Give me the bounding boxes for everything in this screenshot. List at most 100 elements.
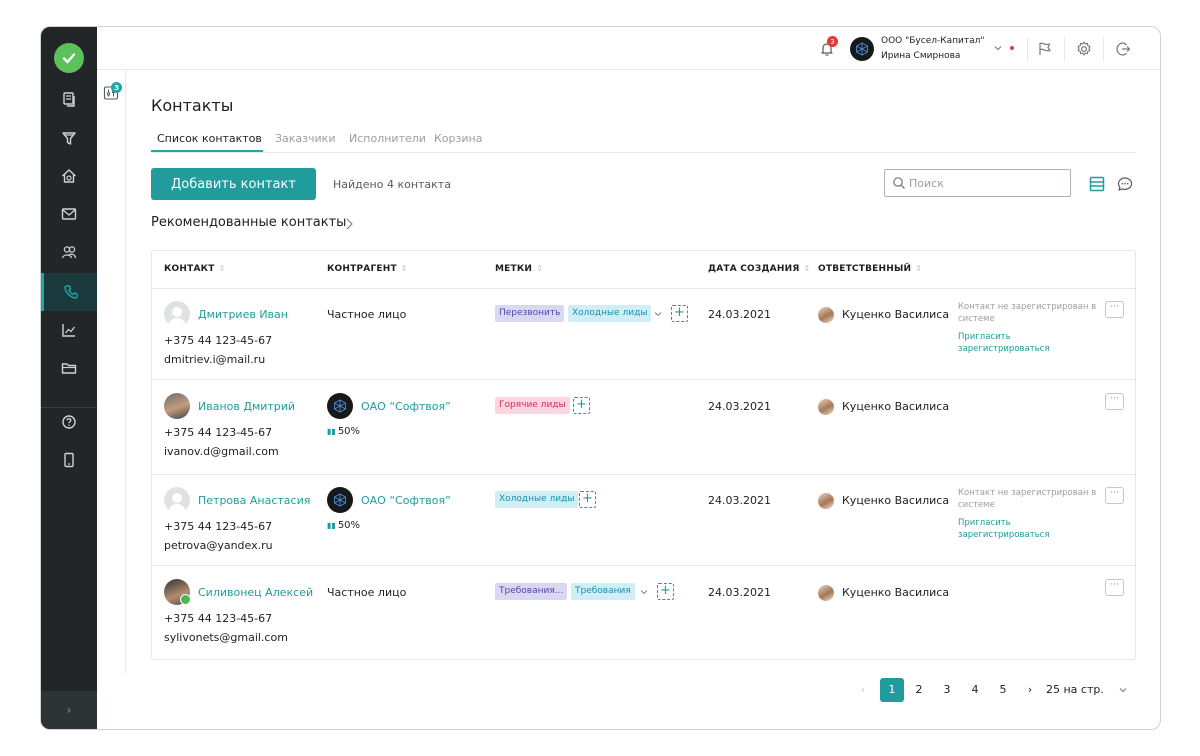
table-row[interactable]: Иванов Дмитрий +375 44 123-45-67 ivanov.… — [152, 380, 1135, 475]
tab-executors[interactable]: Исполнители — [349, 132, 426, 145]
nav-funnel-icon[interactable] — [41, 119, 97, 157]
column-header-counterparty[interactable]: КОНТРАГЕНТ ⇕ — [327, 264, 408, 274]
contact-name[interactable]: Иванов Дмитрий — [198, 400, 296, 413]
gear-icon[interactable] — [1075, 40, 1093, 58]
search-icon — [893, 177, 905, 189]
add-tag-button[interactable]: + — [671, 305, 688, 322]
expand-rail-chevron-icon[interactable]: › — [41, 691, 97, 729]
column-header-created-date[interactable]: ДАТА СОЗДАНИЯ ⇕ — [708, 264, 811, 274]
chevron-down-icon[interactable] — [639, 587, 649, 597]
sort-icon[interactable]: ⇕ — [803, 264, 811, 273]
sort-icon[interactable]: ⇕ — [400, 264, 408, 273]
contact-name[interactable]: Дмитриев Иван — [198, 308, 288, 321]
counterparty-percent: ▮▮ 50% — [327, 426, 361, 437]
nav-documents-icon[interactable] — [41, 81, 97, 119]
recommended-contacts-link[interactable]: Рекомендованные контакты — [151, 215, 347, 230]
counterparty-logo-cube-icon — [327, 393, 353, 419]
prev-page-button[interactable]: ‹ — [851, 678, 875, 702]
counterparty: Частное лицо — [327, 586, 407, 599]
table-row[interactable]: Петрова Анастасия +375 44 123-45-67 petr… — [152, 475, 1135, 566]
contact-name[interactable]: Силивонец Алексей — [198, 586, 314, 599]
responsible-name[interactable]: Куценко Василиса — [842, 586, 950, 599]
contact-phone: +375 44 123-45-67 — [164, 612, 273, 625]
chevron-down-icon[interactable] — [993, 43, 1003, 53]
topbar-divider — [1103, 37, 1104, 61]
counterparty-logo-cube-icon — [327, 487, 353, 513]
tag[interactable]: Требования — [571, 583, 635, 600]
more-actions-button[interactable]: ··· — [1105, 579, 1124, 596]
nav-mail-icon[interactable] — [41, 195, 97, 233]
page-button[interactable]: 4 — [963, 678, 987, 702]
page-button[interactable]: 5 — [991, 678, 1015, 702]
notifications-badge: 3 — [827, 36, 838, 47]
verified-check-icon — [180, 594, 191, 605]
tab-trash[interactable]: Корзина — [434, 132, 483, 145]
more-actions-button[interactable]: ··· — [1105, 301, 1124, 318]
bars-icon: ▮▮ — [327, 427, 336, 436]
org-logo-cube-icon[interactable] — [850, 37, 874, 61]
graduation-flag-icon[interactable] — [1036, 40, 1054, 58]
counterparty-name[interactable]: ОАО “Софтвоя” — [361, 494, 451, 507]
table-row[interactable]: Дмитриев Иван +375 44 123-45-67 dmitriev… — [152, 289, 1135, 380]
nav-phone-icon[interactable] — [41, 273, 97, 311]
column-header-contact[interactable]: КОНТАКТ ⇕ — [164, 264, 226, 274]
counterparty-name[interactable]: ОАО “Софтвоя” — [361, 400, 451, 413]
contact-phone: +375 44 123-45-67 — [164, 426, 273, 439]
page-button[interactable]: 1 — [880, 678, 904, 702]
app-window: › 3 3 ООО "Бусел-Капитал" Ирина Смирнова… — [40, 26, 1161, 730]
nav-home-money-icon[interactable] — [41, 157, 97, 195]
tag[interactable]: Холодные лиды — [568, 305, 652, 322]
column-header-tags[interactable]: МЕТКИ ⇕ — [495, 264, 544, 274]
chevron-right-icon[interactable] — [343, 217, 355, 231]
sort-icon[interactable]: ⇕ — [536, 264, 544, 273]
search-input[interactable] — [909, 174, 1059, 192]
not-registered-note: Контакт не зарегистрирован в системе — [958, 302, 1097, 324]
nav-chart-icon[interactable] — [41, 311, 97, 349]
chevron-down-icon[interactable] — [653, 309, 663, 319]
app-logo-check-icon[interactable] — [54, 43, 84, 73]
tag[interactable]: Горячие лиды — [495, 397, 570, 414]
created-date: 24.03.2021 — [708, 494, 771, 507]
chevron-down-icon[interactable] — [1118, 685, 1128, 695]
org-name[interactable]: ООО "Бусел-Капитал" — [881, 36, 985, 46]
tag[interactable]: Перезвонить — [495, 305, 565, 322]
nav-help-icon[interactable] — [41, 403, 97, 441]
chat-bubble-icon[interactable] — [1116, 175, 1134, 193]
list-view-icon[interactable] — [1088, 175, 1106, 193]
nav-folder-icon[interactable] — [41, 349, 97, 387]
created-date: 24.03.2021 — [708, 586, 771, 599]
user-name[interactable]: Ирина Смирнова — [881, 51, 961, 61]
topbar-divider — [1064, 37, 1065, 61]
add-tag-button[interactable]: + — [579, 491, 596, 508]
invite-link[interactable]: Пригласить зарегистрироваться — [958, 518, 1050, 540]
created-date: 24.03.2021 — [708, 308, 771, 321]
table-row[interactable]: Силивонец Алексей +375 44 123-45-67 syli… — [152, 566, 1135, 659]
logout-icon[interactable] — [1114, 40, 1132, 58]
tab-contacts-list[interactable]: Список контактов — [157, 132, 262, 145]
per-page-select[interactable]: 25 на стр. — [1046, 678, 1136, 702]
add-tag-button[interactable]: + — [657, 583, 674, 600]
responsible-name[interactable]: Куценко Василиса — [842, 494, 950, 507]
sort-icon[interactable]: ⇕ — [218, 264, 226, 273]
page-button[interactable]: 3 — [935, 678, 959, 702]
page-button[interactable]: 2 — [907, 678, 931, 702]
sort-icon[interactable]: ⇕ — [915, 264, 923, 273]
contact-phone: +375 44 123-45-67 — [164, 334, 273, 347]
avatar — [164, 487, 190, 513]
nav-people-icon[interactable] — [41, 233, 97, 271]
responsible-name[interactable]: Куценко Василиса — [842, 308, 950, 321]
contact-email: sylivonets@gmail.com — [164, 631, 288, 644]
contact-name[interactable]: Петрова Анастасия — [198, 494, 311, 507]
responsible-name[interactable]: Куценко Василиса — [842, 400, 950, 413]
more-actions-button[interactable]: ··· — [1105, 393, 1124, 410]
add-contact-button[interactable]: Добавить контакт — [151, 168, 316, 200]
column-header-responsible[interactable]: ОТВЕТСТВЕННЫЙ ⇕ — [818, 264, 923, 274]
invite-link[interactable]: Пригласить зарегистрироваться — [958, 332, 1050, 354]
nav-mobile-icon[interactable] — [41, 441, 97, 479]
more-actions-button[interactable]: ··· — [1105, 487, 1124, 504]
add-tag-button[interactable]: + — [573, 397, 590, 414]
tab-customers[interactable]: Заказчики — [275, 132, 336, 145]
tag[interactable]: Холодные лиды — [495, 491, 579, 508]
tag[interactable]: Требования... — [495, 583, 568, 600]
next-page-button[interactable]: › — [1018, 678, 1042, 702]
